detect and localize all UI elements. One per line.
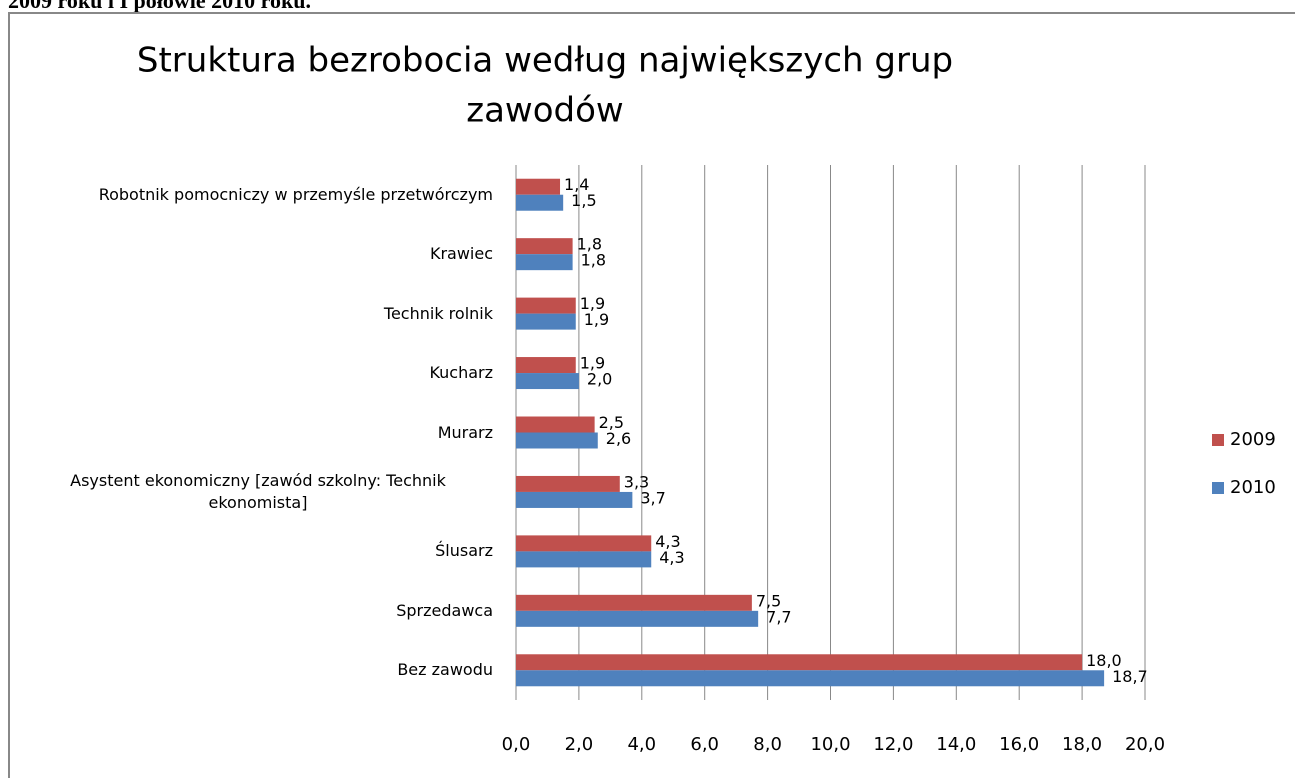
y-tick-label: Krawiec [429, 244, 493, 264]
x-tick-label: 18,0 [1062, 734, 1102, 755]
value-label: 1,4 [564, 175, 589, 194]
value-label: 4,3 [659, 548, 684, 567]
x-tick-label: 16,0 [999, 734, 1039, 755]
chart-title: Struktura bezrobocia według największych… [137, 41, 953, 81]
y-tick-label-box: Technik rolnik [23, 284, 493, 344]
x-tick-label: 0,0 [502, 734, 531, 755]
y-tick-label-box: Murarz [23, 403, 493, 463]
x-tick-label: 10,0 [810, 734, 850, 755]
bar [516, 416, 595, 433]
value-label: 1,9 [580, 354, 605, 373]
y-tick-label: Murarz [437, 422, 493, 442]
y-tick-label: Asystent ekonomiczny [zawód szkolny: Tec… [70, 470, 446, 512]
bar [516, 254, 573, 271]
bar [516, 594, 752, 611]
y-tick-label-box: Bez zawodu [23, 640, 493, 700]
value-label: 3,3 [624, 472, 649, 491]
bar [516, 432, 598, 449]
bar [516, 670, 1105, 687]
x-tick-label: 8,0 [753, 734, 782, 755]
value-label: 2,6 [606, 429, 631, 448]
bar [516, 610, 759, 627]
header-text: 2009 roku i I połowie 2010 roku. [8, 0, 311, 13]
value-label: 1,9 [584, 310, 609, 329]
x-tick-label: 6,0 [690, 734, 719, 755]
y-tick-label: Sprzedawca [396, 600, 493, 620]
chart-frame [8, 12, 1295, 778]
bar [516, 357, 576, 374]
value-label: 7,7 [766, 607, 791, 626]
value-label: 7,5 [756, 591, 781, 610]
x-tick-label: 4,0 [627, 734, 656, 755]
y-tick-label-box: Asystent ekonomiczny [zawód szkolny: Tec… [23, 462, 493, 522]
x-tick-label: 14,0 [936, 734, 976, 755]
legend-swatch [1212, 482, 1224, 494]
value-label: 4,3 [655, 532, 680, 551]
value-label: 1,9 [580, 294, 605, 313]
y-tick-label-box: Ślusarz [23, 521, 493, 581]
bar [516, 178, 561, 195]
y-tick-label: Bez zawodu [397, 660, 493, 680]
bar [516, 551, 652, 568]
value-label: 2,0 [587, 370, 612, 389]
x-tick-label: 2,0 [565, 734, 594, 755]
x-tick-label: 20,0 [1125, 734, 1165, 755]
value-label: 1,5 [571, 191, 596, 210]
bar [516, 535, 652, 552]
y-tick-label: Robotnik pomocniczy w przemyśle przetwór… [98, 184, 493, 204]
bar [516, 491, 633, 508]
value-label: 2,5 [599, 413, 624, 432]
value-label: 1,8 [577, 235, 602, 254]
bar [516, 654, 1083, 671]
x-tick-label: 12,0 [873, 734, 913, 755]
bar [516, 238, 573, 255]
y-tick-label-box: Kucharz [23, 343, 493, 403]
value-label: 18,7 [1112, 667, 1148, 686]
y-tick-label-box: Krawiec [23, 224, 493, 284]
bar [516, 313, 576, 330]
y-tick-label: Technik rolnik [383, 303, 493, 323]
bar [516, 373, 579, 390]
y-tick-label: Ślusarz [435, 541, 493, 561]
y-tick-label: Kucharz [429, 363, 493, 383]
legend-swatch [1212, 434, 1224, 446]
y-tick-label-box: Sprzedawca [23, 581, 493, 641]
value-label: 3,7 [640, 488, 665, 507]
value-label: 18,0 [1086, 651, 1122, 670]
chart-title: zawodów [466, 91, 623, 131]
bar [516, 475, 620, 492]
value-label: 1,8 [581, 251, 606, 270]
bar [516, 297, 576, 314]
y-tick-label-box: Robotnik pomocniczy w przemyśle przetwór… [23, 165, 493, 225]
legend-label: 2010 [1230, 477, 1276, 498]
bar [516, 194, 564, 211]
legend-label: 2009 [1230, 429, 1276, 450]
